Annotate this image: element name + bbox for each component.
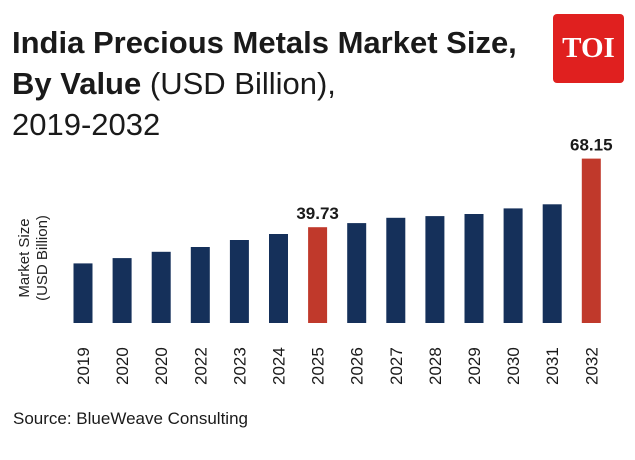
bar-2031-12 bbox=[542, 204, 562, 323]
x-tick-label: 2024 bbox=[270, 347, 289, 385]
bar-2019-0 bbox=[73, 263, 93, 323]
title-bold: India Precious Metals Market Size, By Va… bbox=[12, 25, 517, 101]
chart-title: India Precious Metals Market Size, By Va… bbox=[12, 22, 542, 145]
toi-logo: TOI bbox=[553, 14, 624, 83]
bar-2020-1 bbox=[112, 258, 132, 323]
logo-text: TOI bbox=[562, 32, 615, 64]
bar-2027-8 bbox=[386, 217, 406, 323]
bar-2020-2 bbox=[151, 251, 171, 323]
bar-2022-3 bbox=[190, 247, 210, 323]
bar-2032-13 bbox=[581, 158, 601, 323]
title-unit: (USD Billion), bbox=[149, 66, 336, 101]
x-tick-label: 2026 bbox=[348, 347, 367, 385]
data-label-2032: 68.15 bbox=[570, 136, 613, 155]
x-tick-label: 2027 bbox=[387, 347, 406, 385]
title-years: 2019-2032 bbox=[12, 107, 161, 142]
bar-2025-6 bbox=[308, 227, 328, 323]
bar-2029-10 bbox=[464, 214, 484, 323]
x-tick-label: 2020 bbox=[113, 347, 132, 385]
x-tick-label: 2023 bbox=[230, 347, 249, 385]
bar-2023-4 bbox=[229, 240, 249, 323]
source-note: Source: BlueWeave Consulting bbox=[13, 409, 248, 428]
bar-2028-9 bbox=[425, 216, 445, 323]
x-tick-label: 2020 bbox=[152, 347, 171, 385]
x-tick-label: 2022 bbox=[191, 347, 210, 385]
bar-2030-11 bbox=[503, 208, 523, 323]
x-tick-label: 2030 bbox=[504, 347, 523, 385]
x-tick-label: 2028 bbox=[426, 347, 445, 385]
data-label-2025: 39.73 bbox=[296, 204, 339, 223]
bar-2024-5 bbox=[269, 234, 288, 323]
x-tick-label: 2032 bbox=[582, 347, 601, 385]
x-tick-label: 2029 bbox=[465, 347, 484, 385]
x-tick-label: 2019 bbox=[74, 347, 93, 385]
x-tick-label: 2031 bbox=[543, 347, 562, 385]
x-tick-label: 2025 bbox=[309, 347, 328, 385]
bar-2026-7 bbox=[347, 223, 367, 323]
